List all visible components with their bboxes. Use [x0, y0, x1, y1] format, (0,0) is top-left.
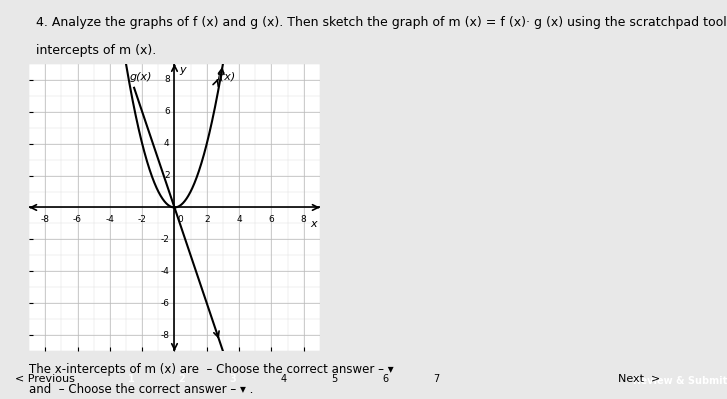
Text: 8: 8 — [164, 75, 169, 84]
Text: -4: -4 — [105, 215, 114, 225]
Text: 6: 6 — [164, 107, 169, 116]
Text: 2: 2 — [178, 374, 185, 384]
Text: 4. Analyze the graphs of f (x) and g (x). Then sketch the graph of m (x) = f (x): 4. Analyze the graphs of f (x) and g (x)… — [36, 16, 727, 29]
Text: y: y — [180, 65, 186, 75]
Text: 6: 6 — [382, 374, 388, 384]
Text: f(x): f(x) — [217, 72, 236, 82]
Text: g(x): g(x) — [129, 72, 152, 82]
Text: x: x — [310, 219, 317, 229]
Text: 4: 4 — [236, 215, 242, 225]
Text: 4: 4 — [164, 139, 169, 148]
Text: Review & Submit: Review & Submit — [632, 376, 727, 386]
Text: 7: 7 — [433, 374, 439, 384]
Text: 2: 2 — [164, 171, 169, 180]
Text: 4: 4 — [281, 374, 286, 384]
Text: -4: -4 — [161, 267, 169, 276]
Text: -8: -8 — [41, 215, 49, 225]
Text: -6: -6 — [73, 215, 82, 225]
Text: and  – Choose the correct answer – ▾ .: and – Choose the correct answer – ▾ . — [29, 383, 254, 396]
Text: -2: -2 — [161, 235, 169, 244]
Text: < Previous: < Previous — [15, 374, 74, 384]
Text: 8: 8 — [301, 215, 307, 225]
Text: -8: -8 — [161, 331, 169, 340]
Text: Next  >: Next > — [618, 374, 660, 384]
Text: -2: -2 — [137, 215, 147, 225]
Text: 3: 3 — [229, 374, 236, 384]
Text: 5: 5 — [332, 374, 337, 384]
Text: 0: 0 — [177, 215, 183, 225]
Text: 2: 2 — [204, 215, 209, 225]
Text: -6: -6 — [161, 299, 169, 308]
Text: 1: 1 — [127, 374, 134, 384]
Text: The x-intercepts of m (x) are  – Choose the correct answer – ▾: The x-intercepts of m (x) are – Choose t… — [29, 363, 394, 376]
Text: 6: 6 — [268, 215, 274, 225]
Text: intercepts of m (x).: intercepts of m (x). — [36, 44, 156, 57]
